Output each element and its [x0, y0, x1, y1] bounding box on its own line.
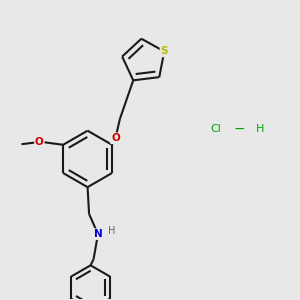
Text: −: −	[233, 122, 245, 136]
Text: S: S	[160, 46, 168, 56]
Text: H: H	[256, 124, 264, 134]
Text: O: O	[35, 137, 44, 147]
Text: O: O	[111, 133, 120, 143]
Text: N: N	[94, 229, 102, 239]
Text: Cl: Cl	[210, 124, 221, 134]
Text: H: H	[108, 226, 115, 236]
